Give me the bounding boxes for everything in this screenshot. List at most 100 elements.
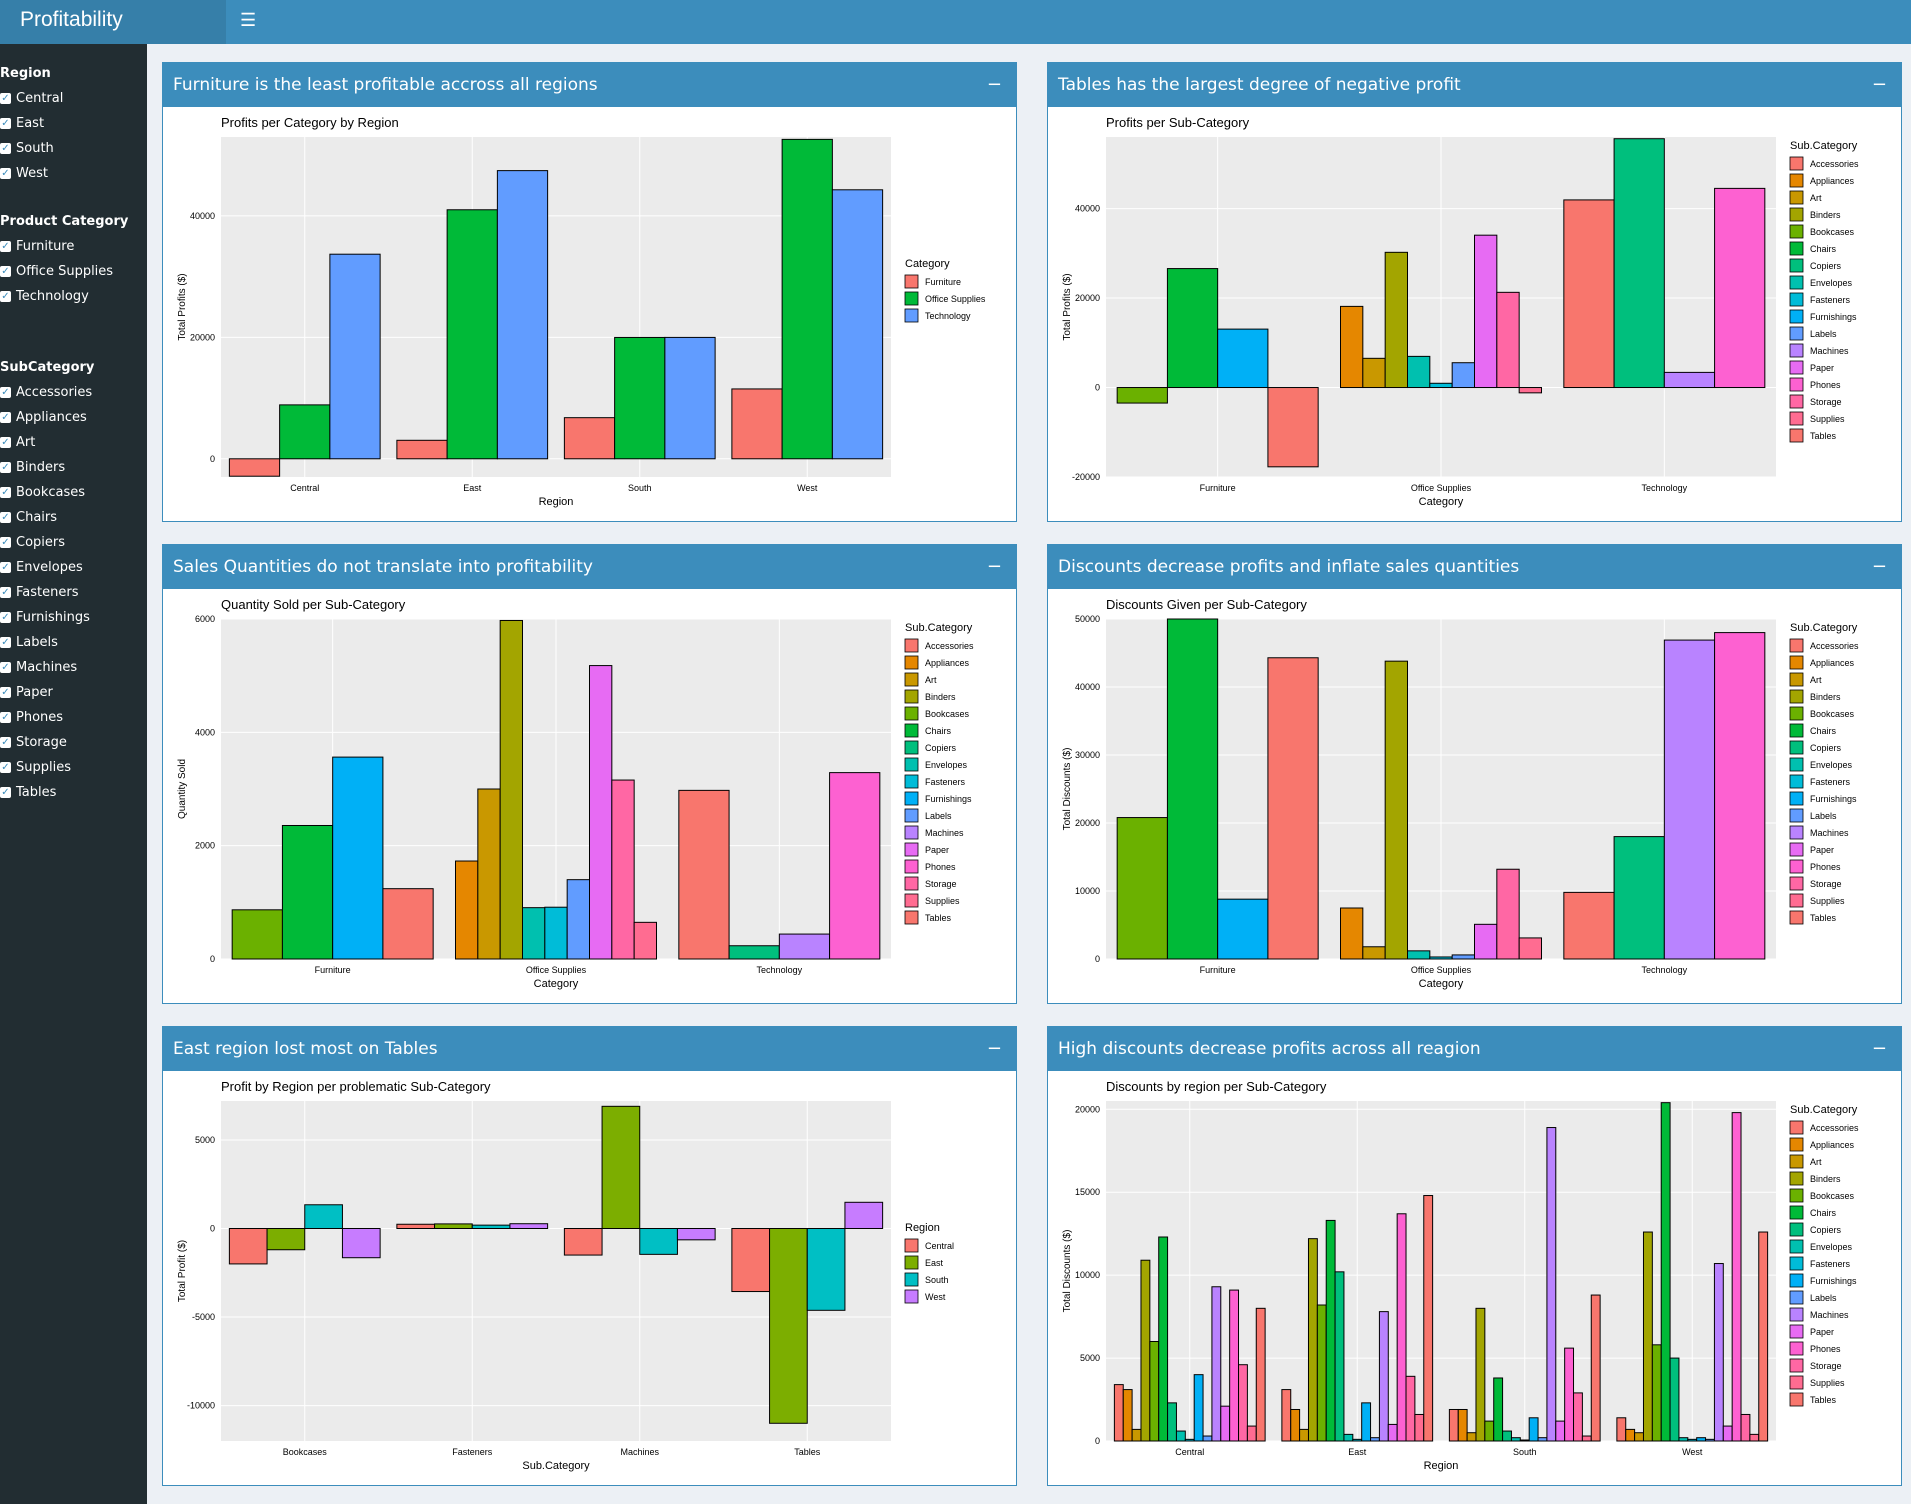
legend-label: Machines xyxy=(925,828,964,838)
bar xyxy=(1475,1307,1486,1442)
bar xyxy=(1713,1263,1724,1442)
app-title[interactable]: Profitability Dashboard xyxy=(0,0,226,71)
legend-label: Accessories xyxy=(925,641,974,651)
chart-title: Quantity Sold per Sub-Category xyxy=(221,597,406,612)
bar xyxy=(563,1228,603,1256)
check-icon: ✓ xyxy=(0,762,11,773)
legend-key xyxy=(1789,1256,1804,1271)
y-tick-label: 10000 xyxy=(1075,1270,1100,1280)
bar xyxy=(1217,898,1269,960)
checkbox-fasteners[interactable]: ✓ Fasteners xyxy=(0,585,78,600)
check-icon: ✓ xyxy=(0,587,11,598)
collapse-button[interactable]: − xyxy=(1871,74,1887,95)
legend-label: Chairs xyxy=(925,726,952,736)
y-tick-label: 0 xyxy=(210,954,215,964)
checkbox-binders[interactable]: ✓ Binders xyxy=(0,460,65,475)
bar xyxy=(731,1228,771,1293)
legend-key xyxy=(1789,859,1804,874)
checkbox-label: Art xyxy=(16,435,36,450)
checkbox-appliances[interactable]: ✓ Appliances xyxy=(0,410,87,425)
checkbox-supplies[interactable]: ✓ Supplies xyxy=(0,760,71,775)
y-tick-label: 0 xyxy=(1095,954,1100,964)
checkbox-copiers[interactable]: ✓ Copiers xyxy=(0,535,65,550)
legend-key xyxy=(1789,411,1804,426)
legend-key xyxy=(904,638,919,653)
checkbox-label: Central xyxy=(16,91,64,106)
check-icon: ✓ xyxy=(0,143,11,154)
legend-key xyxy=(1789,876,1804,891)
x-axis-label: Sub.Category xyxy=(522,1460,590,1472)
collapse-button[interactable]: − xyxy=(1871,556,1887,577)
bar xyxy=(678,789,730,960)
checkbox-bookcases[interactable]: ✓ Bookcases xyxy=(0,485,85,500)
y-axis-label: Total Profit ($) xyxy=(177,1240,188,1302)
bar xyxy=(1651,1344,1662,1442)
legend-key xyxy=(904,757,919,772)
legend-key xyxy=(1789,207,1804,222)
checkbox-labels[interactable]: ✓ Labels xyxy=(0,635,58,650)
hamburger-icon[interactable]: ☰ xyxy=(240,10,257,30)
legend-key xyxy=(1789,1154,1804,1169)
bar xyxy=(1457,1408,1468,1442)
checkbox-accessories[interactable]: ✓ Accessories xyxy=(0,385,92,400)
checkbox-label: Storage xyxy=(16,735,67,750)
bar xyxy=(1384,251,1408,389)
bar xyxy=(601,1105,641,1229)
x-tick-label: Machines xyxy=(620,1447,659,1457)
bar xyxy=(1281,1389,1292,1442)
chart-title: Profits per Category by Region xyxy=(221,115,399,130)
checkbox-art[interactable]: ✓ Art xyxy=(0,435,35,450)
checkbox-office-supplies[interactable]: ✓ Office Supplies xyxy=(0,264,113,279)
legend-label: Tables xyxy=(1810,913,1837,923)
checkbox-south[interactable]: ✓ South xyxy=(0,141,54,156)
checkbox-west[interactable]: ✓ West xyxy=(0,166,48,181)
collapse-button[interactable]: − xyxy=(986,1038,1002,1059)
chart-panel: Discounts decrease profits and inflate s… xyxy=(1047,544,1902,1004)
collapse-button[interactable]: − xyxy=(1871,1038,1887,1059)
legend-key xyxy=(904,655,919,670)
bar xyxy=(1722,1425,1733,1442)
x-tick-label: Tables xyxy=(794,1447,821,1457)
bar xyxy=(1116,817,1168,960)
collapse-button[interactable]: − xyxy=(986,556,1002,577)
bar xyxy=(1678,1437,1689,1442)
check-icon: ✓ xyxy=(0,118,11,129)
legend-key xyxy=(904,910,919,925)
bar xyxy=(1749,1433,1760,1442)
legend-key xyxy=(904,706,919,721)
bar xyxy=(332,756,384,960)
bar xyxy=(396,1223,436,1229)
y-tick-label: 20000 xyxy=(1075,1104,1100,1114)
bar xyxy=(1714,632,1766,960)
checkbox-machines[interactable]: ✓ Machines xyxy=(0,660,77,675)
checkbox-east[interactable]: ✓ East xyxy=(0,116,44,131)
legend-label: Binders xyxy=(1810,210,1841,220)
checkbox-furniture[interactable]: ✓ Furniture xyxy=(0,239,74,254)
checkbox-storage[interactable]: ✓ Storage xyxy=(0,735,67,750)
legend-key xyxy=(904,672,919,687)
bar xyxy=(1731,1112,1742,1442)
checkbox-tables[interactable]: ✓ Tables xyxy=(0,785,56,800)
checkbox-phones[interactable]: ✓ Phones xyxy=(0,710,63,725)
bar xyxy=(522,907,546,960)
collapse-button[interactable]: − xyxy=(986,74,1002,95)
legend-key xyxy=(1789,292,1804,307)
legend-key xyxy=(1789,377,1804,392)
checkbox-furnishings[interactable]: ✓ Furnishings xyxy=(0,610,90,625)
checkbox-technology[interactable]: ✓ Technology xyxy=(0,289,89,304)
chart-svg: Profit by Region per problematic Sub-Cat… xyxy=(177,1079,954,1472)
legend-label: Binders xyxy=(1810,1174,1841,1184)
bar xyxy=(1451,954,1475,960)
checkbox-chairs[interactable]: ✓ Chairs xyxy=(0,510,57,525)
bar xyxy=(281,824,334,960)
checkbox-central[interactable]: ✓ Central xyxy=(0,91,63,106)
checkbox-envelopes[interactable]: ✓ Envelopes xyxy=(0,560,83,575)
checkbox-paper[interactable]: ✓ Paper xyxy=(0,685,53,700)
legend-label: Storage xyxy=(1810,1361,1842,1371)
bar xyxy=(829,772,881,960)
chart-panel: Tables has the largest degree of negativ… xyxy=(1047,62,1902,522)
bar xyxy=(731,388,783,460)
chart-panel: East region lost most on Tables − Profit b… xyxy=(162,1026,1017,1486)
bar xyxy=(279,404,331,460)
legend-label: Accessories xyxy=(1810,159,1859,169)
